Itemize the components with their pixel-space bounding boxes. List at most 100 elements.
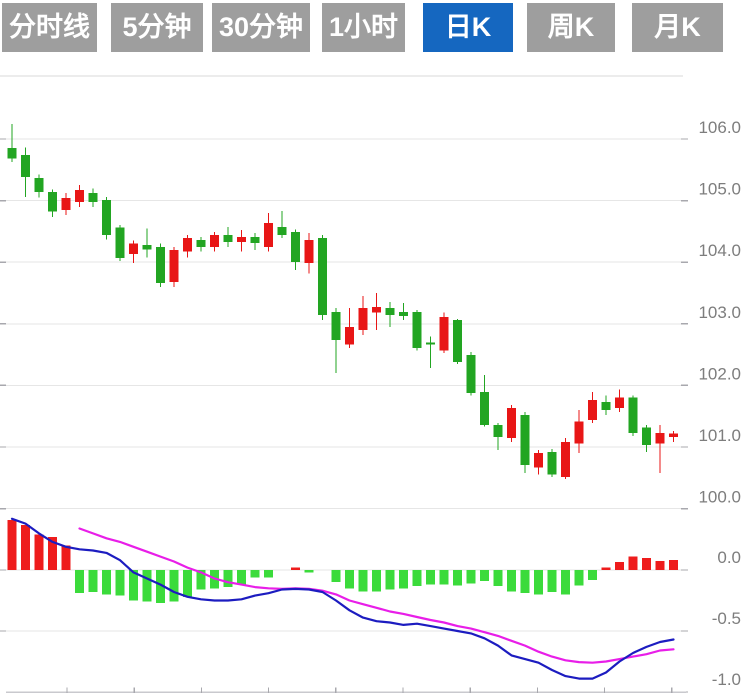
candle	[75, 190, 84, 202]
macd-bar	[412, 570, 422, 586]
candle	[628, 397, 638, 433]
price-axis-label: 105.0	[698, 180, 741, 199]
candle	[183, 238, 192, 252]
macd-bar	[655, 560, 665, 570]
candle	[466, 355, 476, 393]
macd-axis-label: 0.0	[717, 548, 741, 567]
macd-bar	[34, 534, 44, 570]
macd-bar	[426, 570, 435, 585]
macd-bar	[88, 570, 98, 592]
candle	[412, 312, 422, 348]
candle	[574, 421, 584, 444]
candle	[129, 243, 138, 255]
macd-bar	[48, 537, 57, 570]
macd-bar	[115, 570, 125, 596]
macd-bar	[561, 570, 570, 595]
macd-bar	[520, 570, 530, 594]
dea-line	[78, 527, 675, 664]
macd-bar	[385, 570, 395, 590]
macd-bar	[21, 524, 30, 570]
candle	[507, 408, 516, 438]
macd-bar	[250, 570, 260, 578]
candle	[34, 177, 44, 192]
candle	[669, 433, 678, 438]
candle	[345, 326, 354, 345]
candle	[385, 307, 395, 316]
macd-bar	[628, 556, 638, 570]
macd-bar	[61, 545, 71, 570]
macd-bar	[493, 570, 503, 586]
price-axis-label: 101.0	[698, 426, 741, 445]
candles	[7, 124, 678, 480]
candle	[48, 191, 57, 212]
candle	[453, 320, 462, 362]
macd-bar	[264, 570, 273, 578]
price-axis-label: 106.0	[698, 118, 741, 137]
macd-bar	[372, 570, 381, 592]
candle	[439, 317, 449, 351]
macd-bar	[588, 570, 597, 580]
macd-bar	[642, 557, 651, 570]
candle	[318, 238, 327, 316]
macd-bar	[453, 570, 462, 586]
candle	[61, 198, 71, 210]
dif-line	[10, 517, 675, 680]
tabbar-separator	[0, 75, 683, 77]
macd-axis-label: -0.5	[712, 609, 741, 628]
tab-weekly-k[interactable]: 周K	[527, 3, 615, 52]
candle	[399, 312, 408, 316]
price-axis-label: 103.0	[698, 303, 741, 322]
macd-bar	[601, 567, 611, 570]
macd-bar	[480, 570, 489, 581]
candle	[223, 235, 233, 242]
candle	[210, 235, 219, 247]
tab-timeline[interactable]: 分时线	[2, 3, 97, 52]
candle	[196, 240, 206, 247]
macd-bar	[669, 560, 678, 570]
candle	[642, 427, 651, 446]
candle	[520, 414, 530, 465]
candle	[115, 227, 125, 258]
candle	[358, 307, 368, 330]
candle	[372, 307, 381, 313]
candle	[142, 244, 152, 250]
tab-5min[interactable]: 5分钟	[111, 3, 203, 52]
macd-bar	[7, 519, 17, 570]
candle	[601, 402, 611, 411]
tab-1hour[interactable]: 1小时	[322, 3, 405, 52]
price-axis-label: 100.0	[698, 488, 741, 507]
macd-bar	[183, 570, 192, 597]
macd-axis-label: -1.0	[712, 670, 741, 689]
candle	[426, 342, 435, 345]
macd-bar	[304, 570, 314, 573]
macd-bar	[129, 570, 138, 601]
candle	[169, 249, 179, 282]
tab-monthly-k[interactable]: 月K	[632, 3, 723, 52]
macd-bar	[439, 570, 449, 585]
candle	[534, 453, 543, 468]
macd-bar	[156, 570, 165, 603]
macd-bar	[615, 562, 624, 570]
macd-bar	[466, 570, 476, 584]
macd-bar	[169, 570, 179, 602]
macd-bar	[345, 570, 354, 589]
macd-bar	[291, 567, 300, 570]
macd-bar	[75, 570, 84, 594]
candle	[561, 442, 570, 478]
candle	[102, 199, 111, 236]
price-axis-label: 102.0	[698, 364, 741, 383]
candle	[331, 312, 341, 340]
candle	[7, 148, 17, 159]
macd-bar	[358, 570, 368, 592]
macd-bar	[534, 570, 543, 595]
candle	[21, 155, 30, 178]
candle	[655, 432, 665, 444]
macd-bar	[223, 570, 233, 588]
candle	[277, 227, 287, 236]
candle	[615, 397, 624, 409]
macd-bar	[331, 570, 341, 583]
tab-30min[interactable]: 30分钟	[212, 3, 310, 52]
tab-daily-k[interactable]: 日K	[423, 3, 513, 52]
macd-bar	[142, 570, 152, 602]
